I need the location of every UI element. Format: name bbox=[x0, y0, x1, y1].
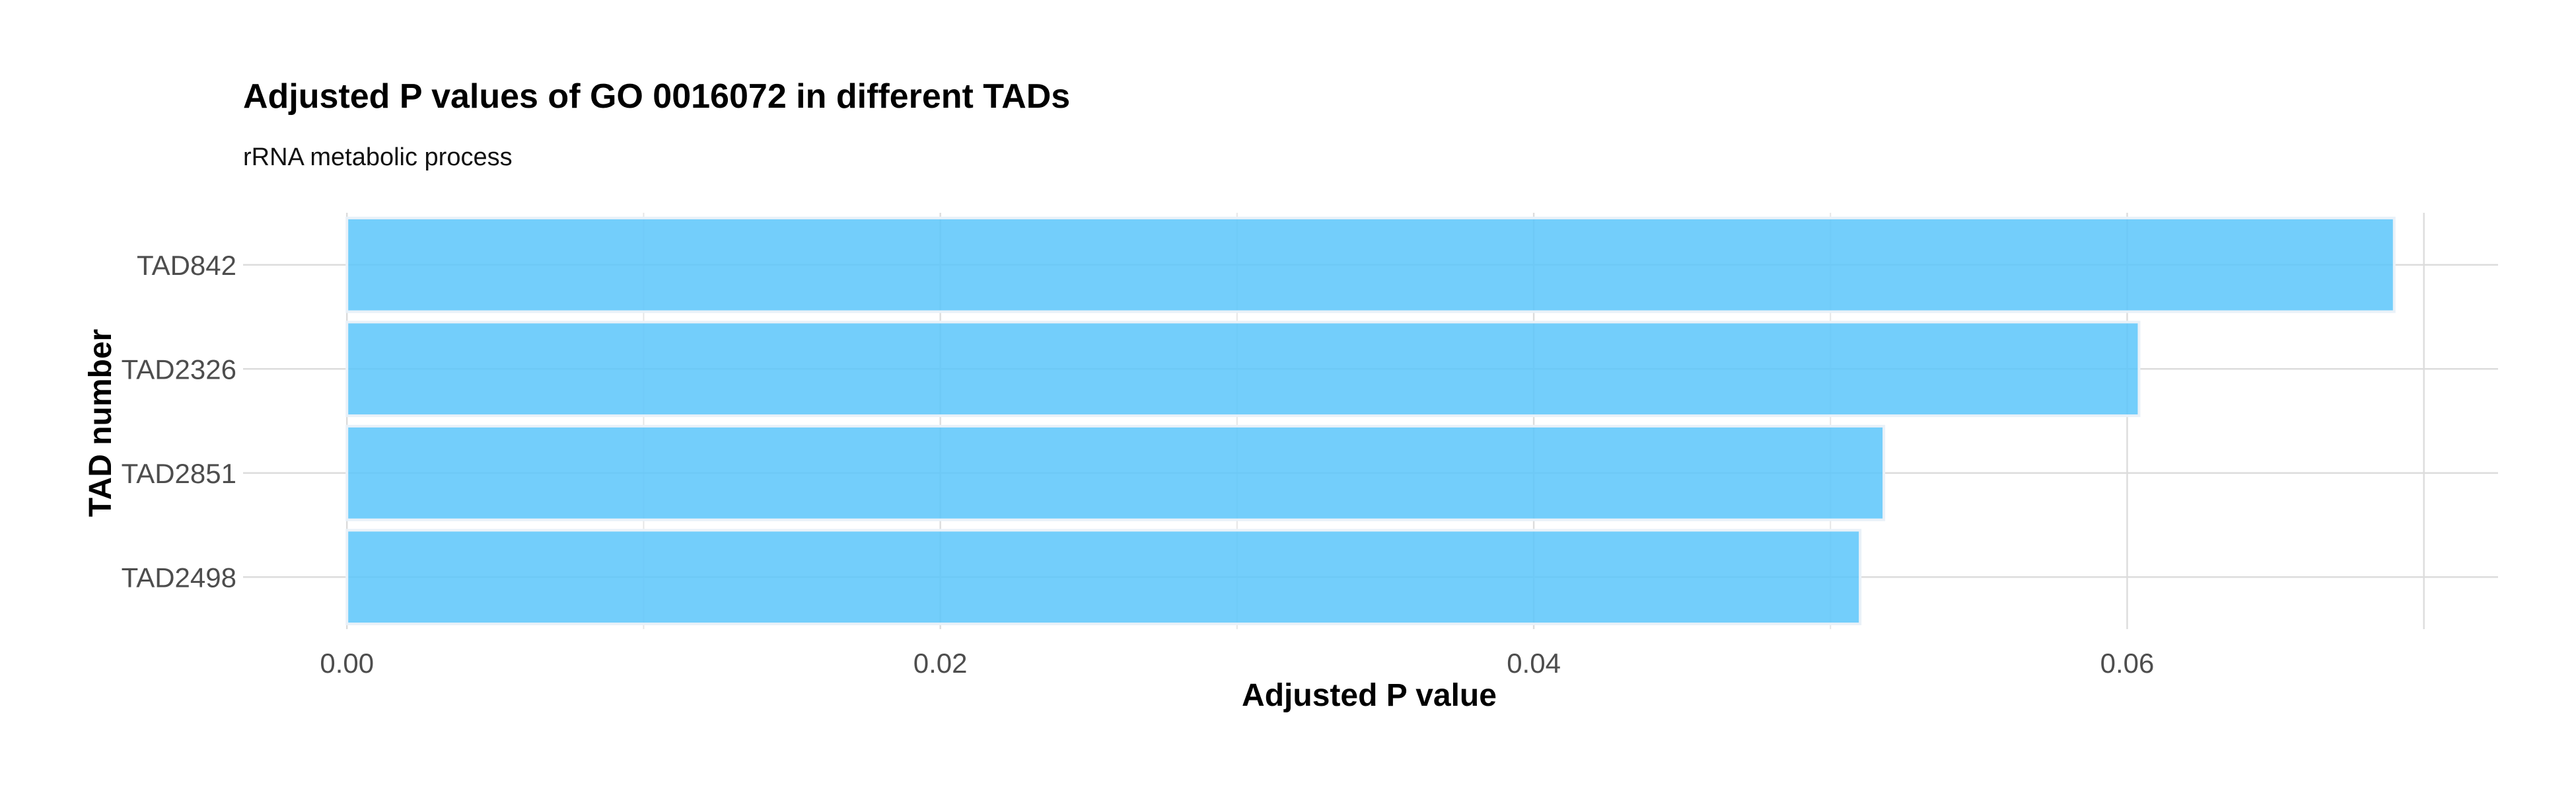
x-axis-title: Adjusted P value bbox=[1242, 678, 1497, 713]
x-tick-labels: 0.00 0.02 0.04 0.06 bbox=[320, 648, 2154, 679]
y-tick-label: TAD2326 bbox=[122, 354, 236, 385]
x-tick-label: 0.04 bbox=[1507, 648, 1561, 679]
bar-layer bbox=[345, 216, 2396, 626]
chart-subtitle: rRNA metabolic process bbox=[243, 143, 513, 171]
bar-tad2851 bbox=[345, 424, 1886, 521]
bar-tad2498 bbox=[345, 529, 1862, 626]
chart-title: Adjusted P values of GO 0016072 in diffe… bbox=[243, 77, 1070, 116]
bar-tad842 bbox=[345, 216, 2396, 313]
y-tick-label: TAD2851 bbox=[122, 458, 236, 489]
y-tick-labels: TAD842 TAD2326 TAD2851 TAD2498 bbox=[122, 250, 236, 593]
bar-tad2326 bbox=[345, 321, 2141, 418]
y-tick-label: TAD2498 bbox=[122, 562, 236, 593]
y-axis-title: TAD number bbox=[83, 329, 118, 517]
x-tick-label: 0.00 bbox=[320, 648, 374, 679]
y-tick-label: TAD842 bbox=[137, 250, 236, 281]
x-tick-label: 0.06 bbox=[2100, 648, 2155, 679]
x-tick-label: 0.02 bbox=[913, 648, 968, 679]
